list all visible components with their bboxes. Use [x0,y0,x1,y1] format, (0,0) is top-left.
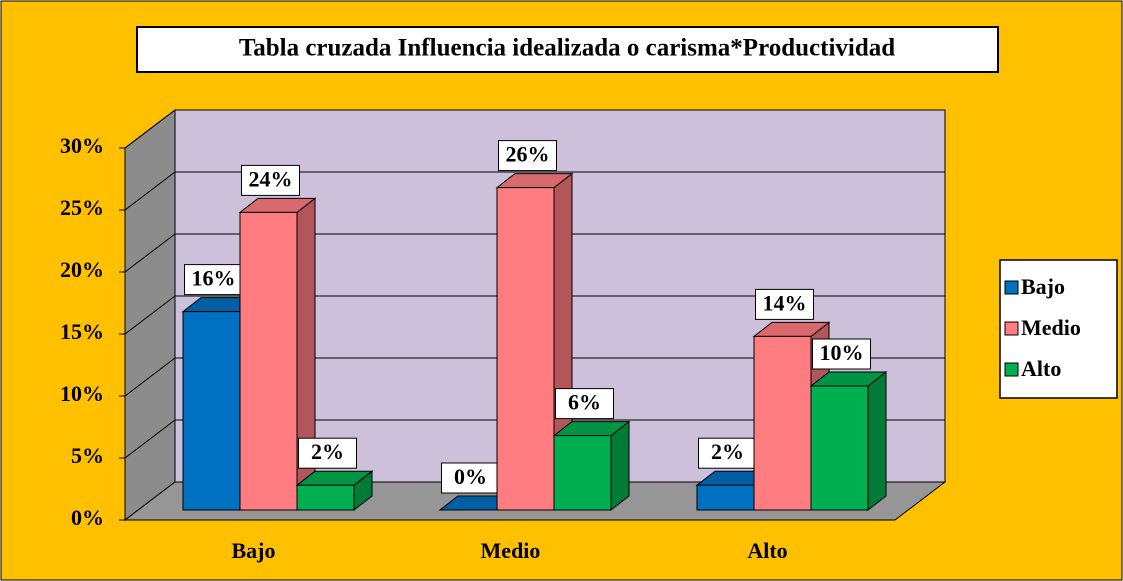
value-label-box [555,388,614,420]
grid-line [124,357,176,397]
bar [296,484,355,511]
value-label-box [812,338,871,370]
value-label: 2% [311,439,344,464]
value-label-box [498,140,557,172]
y-tick-label: 20% [60,257,104,282]
grid-line [124,233,176,273]
bar [182,311,241,511]
grid-line [124,295,176,335]
bar [239,211,298,511]
legend-label: Bajo [1021,274,1065,299]
x-tick-label: Bajo [232,538,276,563]
value-label: 26% [506,142,550,167]
chart-title: Tabla cruzada Influencia idealizada o ca… [239,35,895,62]
grid-line [124,109,176,149]
x-tick-label: Alto [747,538,787,563]
bar [753,335,812,511]
value-label-box [241,164,300,196]
y-tick-label: 0% [71,505,104,530]
legend [999,259,1118,399]
legend-swatch [1004,321,1019,336]
y-tick-label: 10% [60,381,104,406]
bar [496,187,555,511]
y-tick-label: 30% [60,133,104,158]
value-label: 14% [763,290,807,315]
y-tick-label: 15% [60,319,104,344]
value-label: 2% [711,439,744,464]
bar [553,435,612,511]
grid-line [124,419,176,459]
legend-swatch [1004,362,1019,377]
bar [696,484,755,511]
value-label-box [441,462,500,494]
value-label: 0% [454,464,487,489]
legend-label: Alto [1021,356,1061,381]
bar [810,385,869,511]
y-tick-label: 25% [60,195,104,220]
grid-line [124,171,176,211]
value-label: 6% [568,390,601,415]
bar-side [610,420,630,512]
legend-label: Medio [1021,315,1081,340]
value-label-box [298,437,357,469]
x-tick-label: Medio [481,538,541,563]
legend-swatch [1004,280,1019,295]
value-label: 24% [249,166,293,191]
value-label: 16% [192,266,236,291]
value-label: 10% [820,340,864,365]
y-tick-label: 5% [71,443,104,468]
title-box [136,26,999,73]
bar-side [867,370,887,512]
value-label-box [755,288,814,320]
